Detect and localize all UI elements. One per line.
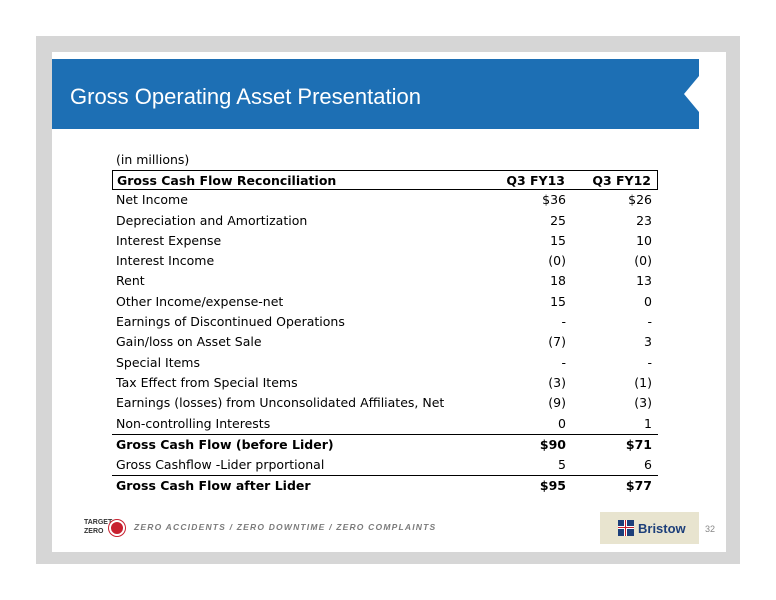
row-value-q3fy12: - [647, 354, 652, 370]
title-bar [52, 59, 699, 129]
row-value-q3fy12: 10 [636, 232, 652, 248]
table-row: Interest Income (0) (0) [112, 251, 658, 271]
row-value-q3fy13: - [561, 314, 566, 330]
row-value-q3fy13: $36 [542, 192, 566, 208]
row-label: Earnings of Discontinued Operations [116, 314, 345, 330]
slide-title: Gross Operating Asset Presentation [70, 84, 421, 109]
row-label: Depreciation and Amortization [116, 212, 308, 228]
footer-tagline: ZERO ACCIDENTS / ZERO DOWNTIME / ZERO CO… [134, 522, 437, 532]
header-label: Gross Cash Flow Reconciliation [117, 173, 337, 188]
row-value-q3fy12: (0) [634, 253, 652, 269]
cash-flow-table: (in millions) Gross Cash Flow Reconcilia… [112, 150, 658, 497]
row-value-q3fy12: 23 [636, 212, 652, 228]
row-value-q3fy13: 5 [558, 457, 566, 473]
table-row: Gain/loss on Asset Sale (7) 3 [112, 332, 658, 352]
row-value-q3fy13: - [561, 354, 566, 370]
row-value-q3fy13: (3) [548, 374, 566, 390]
bristow-wordmark: Bristow [638, 521, 686, 536]
table-header-row: Gross Cash Flow Reconciliation Q3 FY13 Q… [112, 170, 658, 191]
row-label: Other Income/expense-net [116, 293, 284, 309]
row-label: Rent [116, 273, 145, 289]
table-row: Rent 18 13 [112, 271, 658, 291]
total-row: Gross Cash Flow after Lider $95 $77 [112, 476, 658, 496]
bristow-flag-icon [618, 520, 634, 536]
row-value-q3fy12: 0 [644, 293, 652, 309]
table-row: Tax Effect from Special Items (3) (1) [112, 373, 658, 393]
table-row: Net Income $36 $26 [112, 190, 658, 210]
table-row: Gross Cashflow -Lider prportional 5 6 [112, 455, 658, 477]
table-row: Depreciation and Amortization 25 23 [112, 211, 658, 231]
bristow-logo: Bristow [600, 512, 699, 544]
row-value-q3fy12: (1) [634, 374, 652, 390]
table-row: Non-controlling Interests 0 1 [112, 414, 658, 435]
header-col-q3fy13: Q3 FY13 [506, 173, 565, 188]
row-value-q3fy13: $90 [539, 436, 566, 452]
row-label: Gross Cashflow -Lider prportional [116, 457, 325, 473]
row-value-q3fy13: $95 [539, 478, 566, 494]
row-value-q3fy13: (7) [548, 334, 566, 350]
row-label: Interest Income [116, 253, 215, 269]
row-value-q3fy12: 1 [644, 415, 652, 431]
subtotal-row: Gross Cash Flow (before Lider) $90 $71 [112, 435, 658, 455]
row-label: Gain/loss on Asset Sale [116, 334, 262, 350]
table-row: Special Items - - [112, 353, 658, 373]
row-value-q3fy13: 0 [558, 415, 566, 431]
row-label: Non-controlling Interests [116, 415, 271, 431]
row-value-q3fy12: (3) [634, 395, 652, 411]
table-row: Interest Expense 15 10 [112, 231, 658, 251]
header-col-q3fy12: Q3 FY12 [592, 173, 651, 188]
row-value-q3fy12: 13 [636, 273, 652, 289]
row-label: Tax Effect from Special Items [116, 374, 298, 390]
units-label: (in millions) [116, 152, 190, 167]
row-value-q3fy12: 6 [644, 457, 652, 473]
row-label: Gross Cash Flow after Lider [116, 478, 311, 494]
row-value-q3fy12: $71 [625, 436, 652, 452]
row-value-q3fy13: (9) [548, 395, 566, 411]
row-label: Net Income [116, 192, 188, 208]
row-value-q3fy13: (0) [548, 253, 566, 269]
row-value-q3fy13: 18 [550, 273, 566, 289]
row-value-q3fy12: $77 [625, 478, 652, 494]
table-row: Other Income/expense-net 15 0 [112, 292, 658, 312]
target-zero-logo-text: TARGET ZERO [84, 519, 113, 535]
table-row: Earnings of Discontinued Operations - - [112, 312, 658, 332]
title-bar-notch [684, 76, 699, 112]
row-value-q3fy13: 15 [550, 232, 566, 248]
row-value-q3fy13: 15 [550, 293, 566, 309]
row-value-q3fy12: $26 [628, 192, 652, 208]
row-label: Special Items [116, 354, 200, 370]
row-value-q3fy13: 25 [550, 212, 566, 228]
row-value-q3fy12: 3 [644, 334, 652, 350]
row-label: Interest Expense [116, 232, 222, 248]
target-icon [109, 520, 125, 536]
row-label: Gross Cash Flow (before Lider) [116, 436, 334, 452]
row-label: Earnings (losses) from Unconsolidated Af… [116, 395, 445, 411]
target-zero-logo-mark: TARGET ZERO [82, 517, 125, 539]
page-number: 32 [705, 524, 716, 534]
slide-canvas [52, 52, 726, 552]
table-row: Earnings (losses) from Unconsolidated Af… [112, 393, 658, 413]
row-value-q3fy12: - [647, 314, 652, 330]
